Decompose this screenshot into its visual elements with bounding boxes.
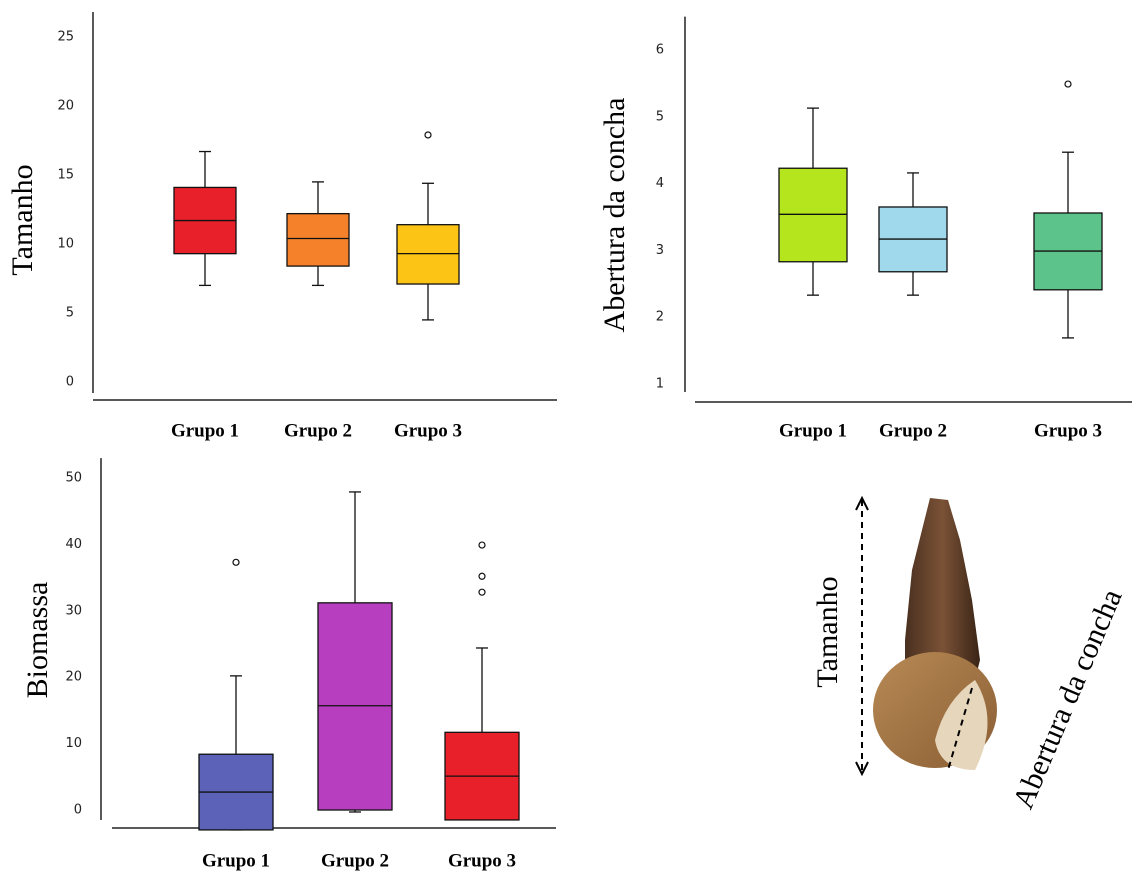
y-axis-label: Tamanho xyxy=(6,164,39,275)
x-tick-label: Grupo 2 xyxy=(879,420,947,441)
y-tick-label: 20 xyxy=(65,670,82,685)
x-tick-label: Grupo 3 xyxy=(448,850,516,871)
y-tick-label: 4 xyxy=(656,176,664,191)
y-tick-label: 5 xyxy=(66,306,74,321)
y-tick-label: 3 xyxy=(656,243,664,258)
figure: Tamanho Abertura da concha 0510152025Tam… xyxy=(0,0,1137,875)
x-tick-label: Grupo 3 xyxy=(394,420,462,441)
x-tick-label: Grupo 2 xyxy=(284,420,352,441)
y-tick-label: 10 xyxy=(57,237,74,252)
box xyxy=(318,603,392,810)
outlier xyxy=(425,132,431,138)
outlier xyxy=(233,559,239,565)
y-tick-label: 0 xyxy=(74,803,82,818)
y-tick-label: 20 xyxy=(57,99,74,114)
y-tick-label: 2 xyxy=(656,310,664,325)
box-chart: 1 2 3 4 5 6 Abertura da concha Grupo 1 Grupo 2 Gr… xyxy=(598,17,1132,442)
x-tick-label: Grupo 1 xyxy=(171,420,239,441)
y-tick-label: 5 xyxy=(656,109,664,124)
y-tick-label: 0 xyxy=(66,375,74,390)
box xyxy=(287,214,349,266)
y-tick-label: 30 xyxy=(65,603,82,618)
x-tick-label: Grupo 1 xyxy=(779,420,847,441)
outlier xyxy=(1065,81,1071,87)
box xyxy=(397,225,459,284)
x-tick-label: Grupo 3 xyxy=(1034,420,1102,441)
outlier xyxy=(479,542,485,548)
box-chart: 0 10 20 30 40 50 Biomassa Grupo 1 Grupo 2 Grupo 3 xyxy=(21,458,556,871)
box xyxy=(779,168,847,262)
y-tick-label: 25 xyxy=(57,30,74,45)
x-tick-label: Grupo 2 xyxy=(321,850,389,871)
y-tick-label: 50 xyxy=(65,471,82,486)
y-tick-label: 6 xyxy=(656,43,664,58)
y-tick-label: 10 xyxy=(65,736,82,751)
y-axis-label: Abertura da concha xyxy=(598,98,631,333)
y-axis-label: Biomassa xyxy=(21,582,54,699)
box-chart: 0 5 10 15 20 25 Tamanho Grupo 1 Grupo 2 Grupo 3 xyxy=(6,12,557,441)
outlier xyxy=(479,589,485,595)
snail-label: Tamanho xyxy=(811,576,844,687)
y-tick-label: 40 xyxy=(65,537,82,552)
outlier xyxy=(479,573,485,579)
y-tick-label: 15 xyxy=(57,168,74,183)
y-tick-label: 1 xyxy=(656,377,664,392)
x-tick-label: Grupo 1 xyxy=(202,850,270,871)
snail-label: Abertura da concha xyxy=(1007,584,1129,813)
snail-illustration: Tamanho Abertura da concha xyxy=(811,498,1129,814)
